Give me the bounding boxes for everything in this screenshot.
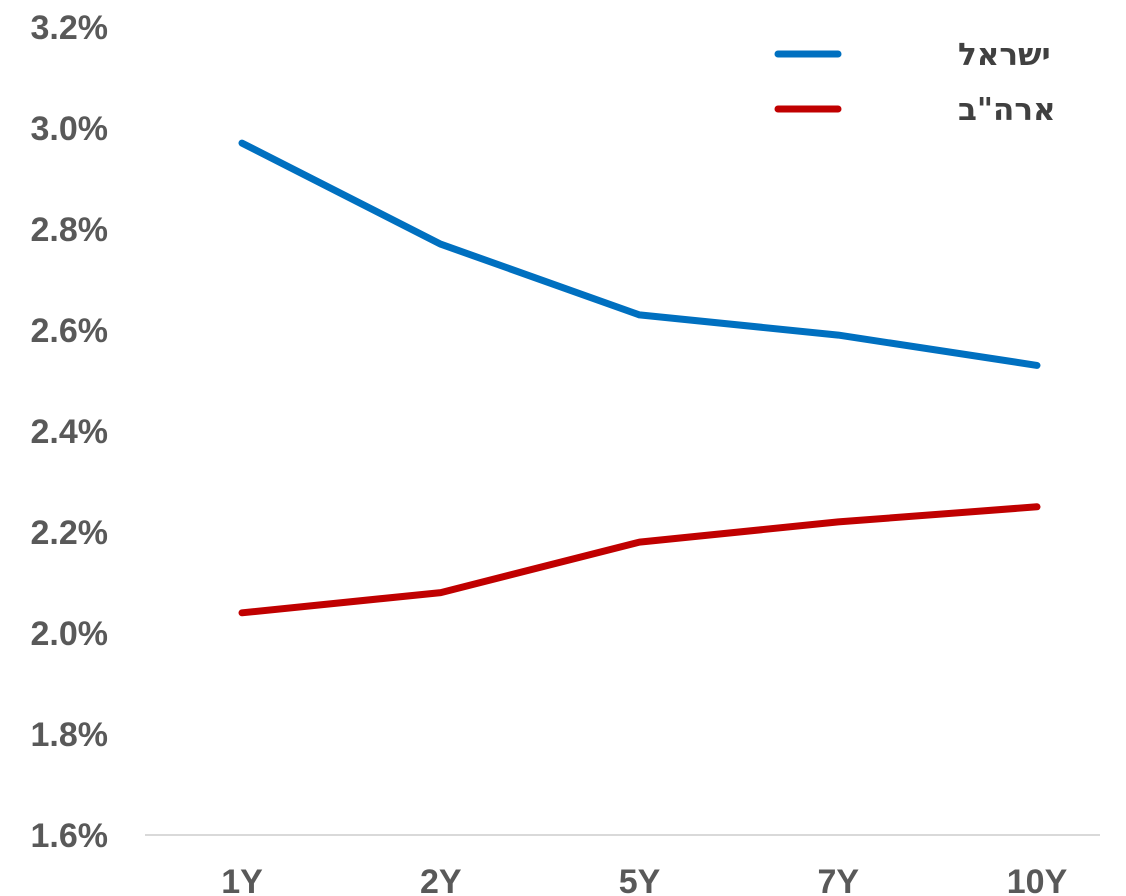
x-tick-label: 1Y xyxy=(221,863,263,896)
y-tick-label: 3.0% xyxy=(31,110,109,148)
y-tick-label: 2.0% xyxy=(31,615,109,653)
y-tick-label: 1.6% xyxy=(31,817,109,855)
y-axis-tick-labels: 1.6% 1.8% 2.0% 2.2% 2.4% 2.6% 2.8% 3.0% 3.2% xyxy=(31,9,109,855)
x-tick-label: 5Y xyxy=(619,863,661,896)
series-lines xyxy=(238,139,1041,617)
y-tick-label: 2.2% xyxy=(31,514,109,552)
x-tick-label: 10Y xyxy=(1007,863,1068,896)
legend-label-1: ארה"ב xyxy=(958,92,1056,128)
x-tick-label: 2Y xyxy=(420,863,462,896)
y-tick-label: 1.8% xyxy=(31,716,109,754)
x-tick-label: 7Y xyxy=(817,863,859,896)
x-axis-tick-labels: 1Y 2Y 5Y 7Y 10Y xyxy=(221,863,1067,896)
y-tick-label: 2.8% xyxy=(31,211,109,249)
y-tick-label: 2.6% xyxy=(31,312,109,350)
series-line-0 xyxy=(238,139,1041,369)
legend-label-0: ישראל xyxy=(958,37,1051,73)
legend: ישראל ארה"ב xyxy=(774,37,1056,128)
series-line-1 xyxy=(238,503,1041,617)
y-tick-label: 2.4% xyxy=(31,413,109,451)
y-tick-label: 3.2% xyxy=(31,9,109,47)
